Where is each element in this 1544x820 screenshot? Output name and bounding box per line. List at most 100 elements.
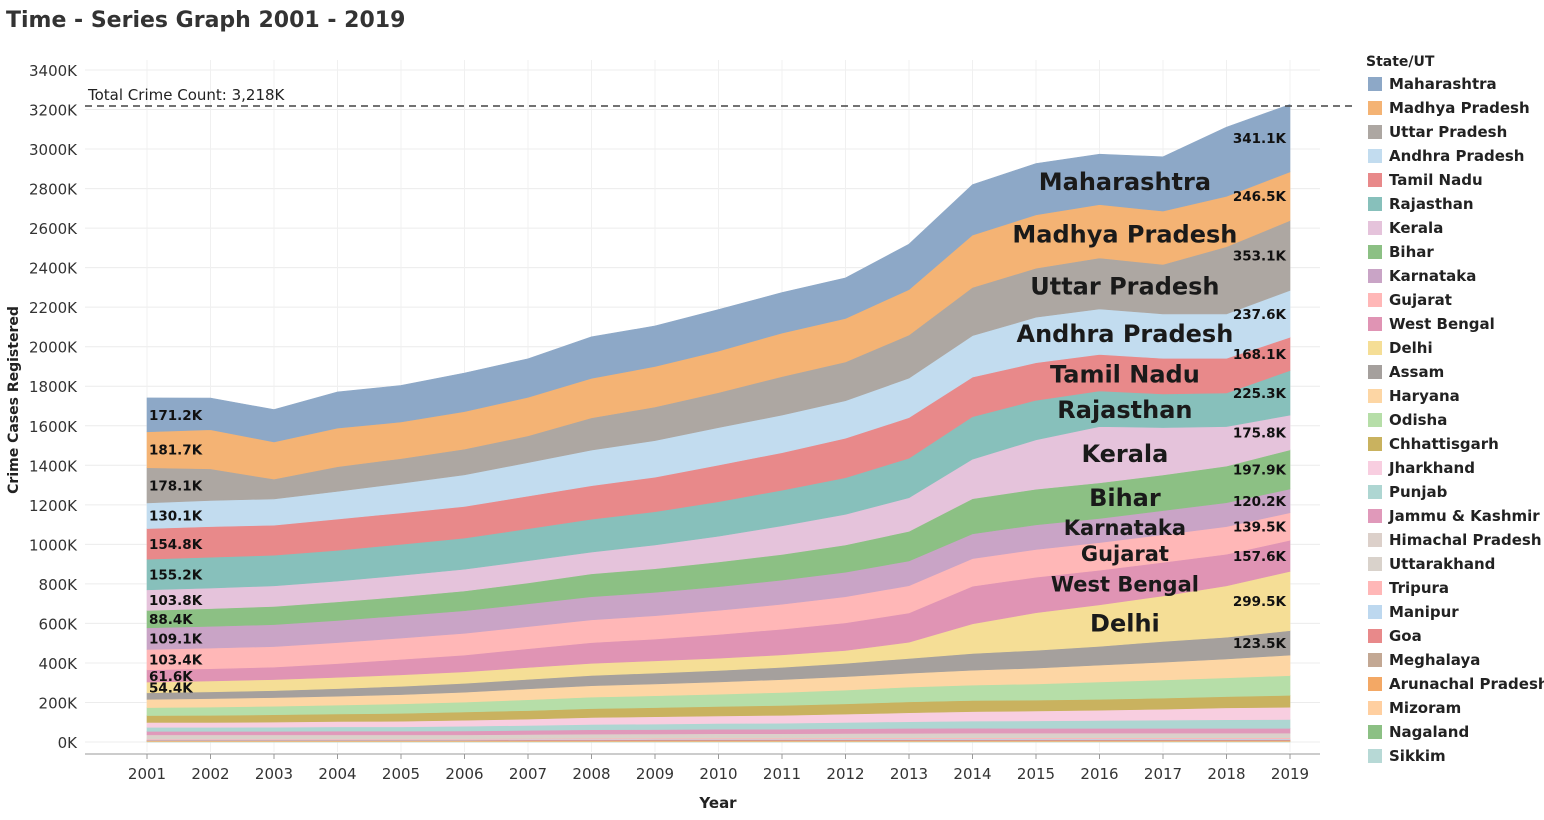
value-label-2001-delhi: 54.4K: [149, 680, 193, 696]
legend-item-bihar[interactable]: Bihar: [1366, 240, 1542, 264]
value-label-2001-maharashtra: 171.2K: [149, 408, 203, 424]
value-label-2001-bihar: 88.4K: [149, 612, 193, 628]
legend-swatch: [1368, 389, 1382, 403]
legend-item-uttar-pradesh[interactable]: Uttar Pradesh: [1366, 120, 1542, 144]
legend-label: Arunachal Pradesh: [1389, 675, 1544, 693]
area-label-gujarat: Gujarat: [1081, 542, 1169, 566]
x-tick-label: 2018: [1207, 765, 1245, 783]
legend-item-meghalaya[interactable]: Meghalaya: [1366, 648, 1542, 672]
legend-item-maharashtra[interactable]: Maharashtra: [1366, 72, 1542, 96]
legend-item-karnataka[interactable]: Karnataka: [1366, 264, 1542, 288]
value-label-2001-uttar-pradesh: 178.1K: [149, 478, 203, 494]
x-tick-label: 2009: [636, 765, 674, 783]
legend-item-nagaland[interactable]: Nagaland: [1366, 720, 1542, 744]
x-tick-label: 2002: [191, 765, 229, 783]
y-tick-label: 800K: [39, 576, 79, 594]
legend-label: Karnataka: [1389, 267, 1477, 285]
legend-item-madhya-pradesh[interactable]: Madhya Pradesh: [1366, 96, 1542, 120]
chart-title: Time - Series Graph 2001 - 2019: [6, 8, 406, 33]
legend-label: Haryana: [1389, 387, 1460, 405]
y-tick-label: 1000K: [29, 536, 78, 554]
x-axis: 2001 2002 2003 2004 2005 2006 2007 2008 2009 2010…: [85, 753, 1320, 783]
area-label-uttar-pradesh: Uttar Pradesh: [1030, 272, 1219, 300]
legend-item-chhattisgarh[interactable]: Chhattisgarh: [1366, 432, 1542, 456]
legend-item-tamil-nadu[interactable]: Tamil Nadu: [1366, 168, 1542, 192]
area-label-kerala: Kerala: [1081, 440, 1168, 468]
legend-item-kerala[interactable]: Kerala: [1366, 216, 1542, 240]
x-tick-label: 2017: [1144, 765, 1182, 783]
legend-swatch: [1368, 293, 1382, 307]
area-label-madhya-pradesh: Madhya Pradesh: [1012, 221, 1237, 249]
value-label-2019-assam: 123.5K: [1233, 636, 1287, 652]
legend-swatch: [1368, 533, 1382, 547]
legend-label: Jammu & Kashmir: [1389, 507, 1540, 525]
legend-item-goa[interactable]: Goa: [1366, 624, 1542, 648]
value-label-2019-bihar: 197.9K: [1233, 462, 1287, 478]
x-tick-label: 2015: [1017, 765, 1055, 783]
y-axis: 0K 200K 400K 600K 800K 1000K 1200K 1400K 1600K 18…: [29, 62, 78, 752]
legend-swatch: [1368, 221, 1382, 235]
value-label-2019-maharashtra: 341.1K: [1233, 131, 1287, 147]
y-tick-label: 2800K: [29, 181, 78, 199]
legend-swatch: [1368, 197, 1382, 211]
legend-item-west-bengal[interactable]: West Bengal: [1366, 312, 1542, 336]
y-tick-label: 1800K: [29, 378, 78, 396]
stacked-areas: [146, 104, 1291, 743]
legend-label: Meghalaya: [1389, 651, 1481, 669]
legend-item-himachal-pradesh[interactable]: Himachal Pradesh: [1366, 528, 1542, 552]
x-tick-label: 2001: [128, 765, 166, 783]
legend-item-manipur[interactable]: Manipur: [1366, 600, 1542, 624]
y-tick-label: 400K: [39, 655, 79, 673]
legend-swatch: [1368, 245, 1382, 259]
x-tick-label: 2008: [572, 765, 610, 783]
legend-item-tripura[interactable]: Tripura: [1366, 576, 1542, 600]
value-label-2019-kerala: 175.8K: [1233, 425, 1287, 441]
reference-line-group: Total Crime Count: 3,218K: [85, 86, 1354, 107]
legend-label: Punjab: [1389, 483, 1448, 501]
legend-swatch: [1368, 125, 1382, 139]
legend-item-sikkim[interactable]: Sikkim: [1366, 744, 1542, 768]
area-label-bihar: Bihar: [1089, 484, 1161, 512]
legend-label: Mizoram: [1389, 699, 1462, 717]
y-axis-label: Crime Cases Registered: [6, 306, 22, 494]
legend-item-rajasthan[interactable]: Rajasthan: [1366, 192, 1542, 216]
legend-item-gujarat[interactable]: Gujarat: [1366, 288, 1542, 312]
legend-item-arunachal-pradesh[interactable]: Arunachal Pradesh: [1366, 672, 1544, 696]
x-tick-label: 2007: [509, 765, 547, 783]
legend-label: Rajasthan: [1389, 195, 1474, 213]
legend-item-uttarakhand[interactable]: Uttarakhand: [1366, 552, 1542, 576]
x-tick-label: 2019: [1271, 765, 1309, 783]
legend-swatch: [1368, 485, 1382, 499]
legend-item-delhi[interactable]: Delhi: [1366, 336, 1542, 360]
legend-swatch: [1368, 581, 1382, 595]
value-label-2001-kerala: 103.8K: [149, 593, 203, 609]
legend-item-punjab[interactable]: Punjab: [1366, 480, 1542, 504]
legend-label: Andhra Pradesh: [1389, 147, 1525, 165]
legend-swatch: [1368, 317, 1382, 331]
area-label-west-bengal: West Bengal: [1051, 573, 1199, 597]
value-label-2001-tamil-nadu: 154.8K: [149, 537, 203, 553]
legend-item-andhra-pradesh[interactable]: Andhra Pradesh: [1366, 144, 1542, 168]
legend-item-jammu-and-kashmir[interactable]: Jammu & Kashmir: [1366, 504, 1542, 528]
x-tick-label: 2005: [382, 765, 420, 783]
legend-swatch: [1368, 269, 1382, 283]
legend-label: Goa: [1389, 627, 1422, 645]
legend-label: Gujarat: [1389, 291, 1452, 309]
legend-item-mizoram[interactable]: Mizoram: [1366, 696, 1542, 720]
area-maharashtra[interactable]: [146, 104, 1291, 443]
value-label-2019-uttar-pradesh: 353.1K: [1233, 248, 1287, 264]
value-label-2001-rajasthan: 155.2K: [149, 568, 203, 584]
y-tick-label: 3200K: [29, 102, 78, 120]
value-labels: 171.2K 181.7K 178.1K 130.1K 154.8K 155.2K 103.…: [149, 131, 1287, 696]
legend-item-jharkhand[interactable]: Jharkhand: [1366, 456, 1542, 480]
legend-swatch: [1368, 629, 1382, 643]
legend-item-odisha[interactable]: Odisha: [1366, 408, 1542, 432]
value-label-2019-rajasthan: 225.3K: [1233, 386, 1287, 402]
legend-swatch: [1368, 509, 1382, 523]
legend-label: Maharashtra: [1389, 75, 1497, 93]
legend-swatch: [1368, 173, 1382, 187]
legend-item-haryana[interactable]: Haryana: [1366, 384, 1542, 408]
legend-label: Tripura: [1389, 579, 1450, 597]
legend-item-assam[interactable]: Assam: [1366, 360, 1542, 384]
area-chart: 0K 200K 400K 600K 800K 1000K 1200K 1400K 1600K 18…: [6, 60, 1354, 812]
